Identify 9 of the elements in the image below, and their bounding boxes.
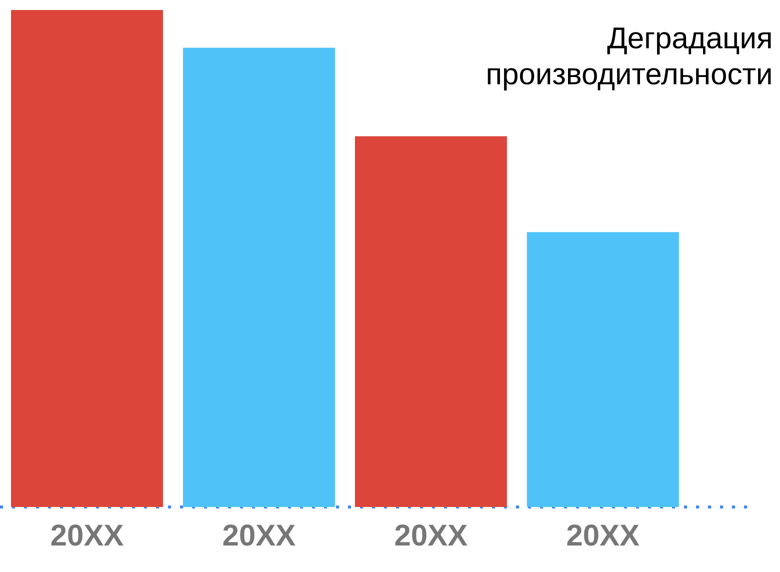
x-tick-label: 20XX [51, 524, 124, 546]
x-tick-label: 20XX [223, 524, 296, 546]
bar [11, 10, 164, 507]
bar [182, 48, 335, 507]
x-tick-label: 20XX [567, 524, 640, 546]
bar [526, 232, 679, 507]
text: Деградация производительности [488, 28, 771, 90]
bar [354, 136, 507, 507]
x-tick-label: 20XX [395, 524, 468, 546]
